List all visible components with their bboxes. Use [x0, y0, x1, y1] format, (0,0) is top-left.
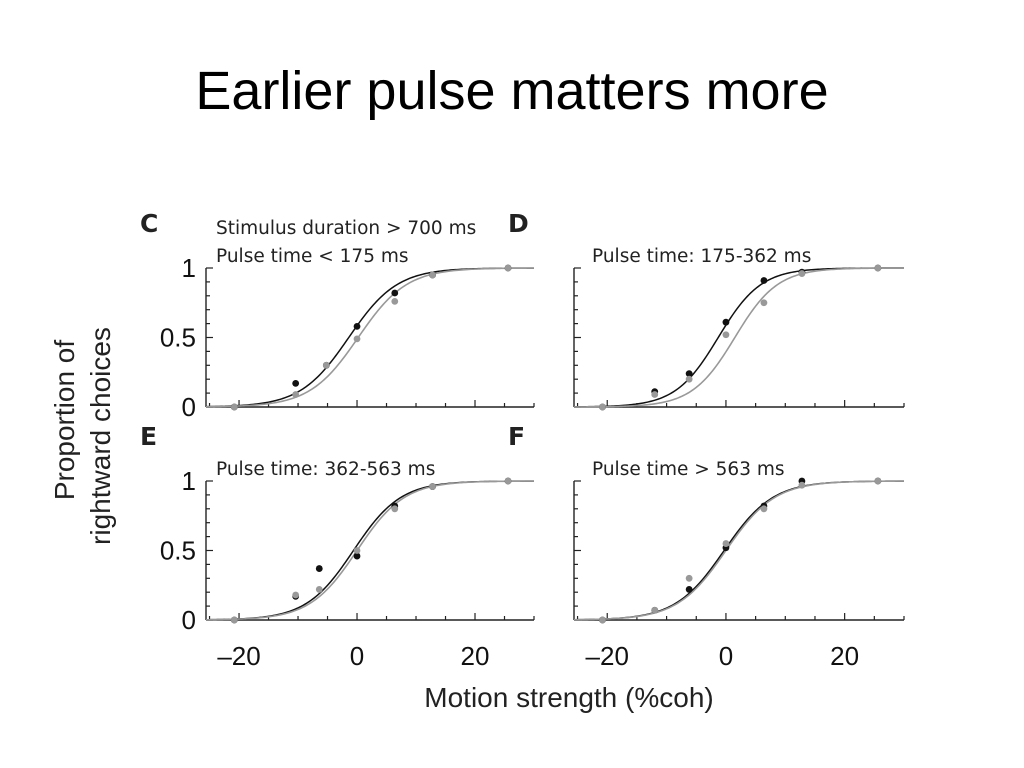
data-point-light	[798, 481, 806, 489]
data-point-light	[230, 403, 238, 411]
y-tick-label: 1	[182, 253, 196, 283]
fit-curve-light	[205, 267, 534, 408]
x-tick-label: –20	[217, 641, 260, 671]
data-point-light	[292, 591, 300, 599]
fit-curve-light	[573, 267, 904, 408]
condition-label: Stimulus duration > 700 ms	[216, 218, 476, 239]
data-point-light	[722, 331, 730, 339]
data-point-dark	[292, 379, 300, 387]
panel-letter-d: D	[508, 209, 529, 238]
fit-curve-dark	[205, 267, 534, 408]
condition-label: Pulse time > 563 ms	[592, 459, 785, 480]
data-point-light	[874, 264, 882, 272]
data-point-light	[599, 616, 606, 624]
fit-curve-dark	[205, 480, 534, 621]
data-point-light	[599, 403, 606, 411]
data-point-dark	[760, 277, 768, 284]
data-point-light	[651, 391, 659, 398]
y-tick-label: 0.5	[160, 536, 196, 566]
data-point-light	[353, 335, 361, 343]
slide-title: Earlier pulse matters more	[195, 61, 829, 121]
panel-d: D Pulse time: 175-362 ms	[508, 209, 905, 411]
y-tick-label: 1	[182, 466, 196, 496]
y-tick-label: 0.5	[160, 323, 196, 353]
y-tick-label: 0	[182, 605, 196, 635]
data-point-light	[230, 616, 238, 624]
data-point-dark	[315, 565, 323, 572]
panel-letter-e: E	[140, 422, 157, 451]
y-tick-label: 0	[182, 392, 196, 422]
data-point-light	[685, 375, 693, 383]
x-axis-title: Motion strength (%coh)	[424, 682, 713, 713]
data-point-light	[651, 606, 659, 614]
panel-c: C Stimulus duration > 700 ms Pulse time < …	[140, 209, 535, 422]
condition-label: Pulse time: 175-362 ms	[592, 246, 811, 267]
x-tick-label: 0	[350, 641, 364, 671]
data-point-light	[760, 299, 768, 307]
data-point-dark	[722, 318, 730, 326]
y-axis-title-line-2: rightward choices	[85, 327, 116, 545]
fit-curve-light	[573, 480, 905, 621]
fit-curve-dark	[573, 480, 904, 621]
panel-letter-f: F	[508, 422, 525, 451]
data-point-light	[292, 391, 300, 398]
x-tick-label: 0	[719, 641, 733, 671]
panel-e: E Pulse time: 362-563 ms 0 0.5 1 –20 0 20	[140, 422, 535, 671]
data-point-light	[504, 477, 512, 485]
data-point-light	[391, 505, 399, 513]
fit-curve-light	[205, 480, 534, 621]
data-point-light	[798, 270, 806, 277]
data-point-light	[874, 477, 882, 485]
y-axis-title-line-1: Proportion of	[49, 340, 80, 501]
data-point-light	[685, 574, 693, 582]
data-point-light	[722, 540, 730, 547]
condition-label: Pulse time < 175 ms	[216, 246, 409, 267]
data-point-light	[429, 271, 436, 279]
panel-f: F Pulse time > 563 ms –20 0 20	[508, 422, 905, 671]
fit-curve-dark	[573, 267, 905, 408]
data-point-dark	[685, 370, 693, 378]
data-point-dark	[353, 322, 361, 330]
data-point-light	[315, 586, 323, 593]
data-point-light	[353, 547, 361, 554]
data-point-light	[760, 505, 768, 513]
data-point-light	[322, 361, 330, 369]
panels-layer: C Stimulus duration > 700 ms Pulse time < …	[140, 209, 905, 671]
data-point-light	[391, 297, 399, 305]
panel-letter-c: C	[140, 209, 158, 238]
x-tick-label: –20	[586, 641, 629, 671]
data-point-dark	[353, 552, 361, 560]
data-point-dark	[685, 586, 693, 593]
x-tick-label: 20	[461, 641, 490, 671]
x-tick-label: 20	[830, 641, 859, 671]
data-point-light	[504, 264, 512, 272]
data-point-light	[429, 483, 436, 490]
data-point-dark	[391, 289, 399, 297]
condition-label: Pulse time: 362-563 ms	[216, 459, 435, 480]
